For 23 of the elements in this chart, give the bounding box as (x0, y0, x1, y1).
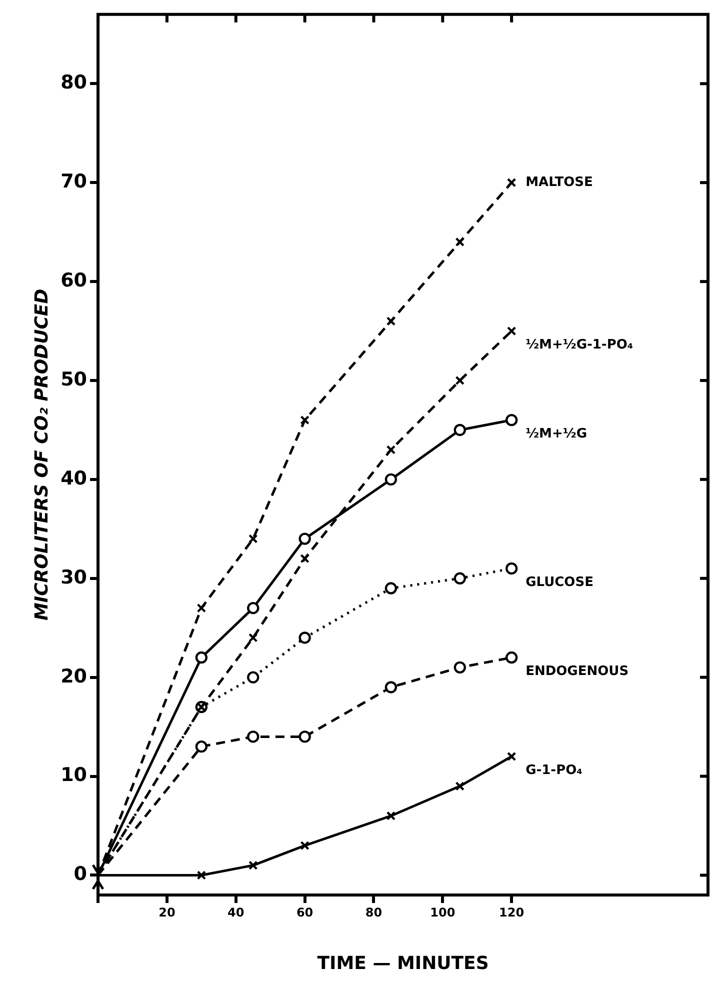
x-tick-label: 20 (158, 905, 176, 920)
y-tick-label: 40 (60, 467, 88, 490)
y-axis-title: MICROLITERS OF CO₂ PRODUCED (31, 288, 52, 621)
y-tick-label: 10 (60, 764, 88, 786)
y-tick-label: 20 (60, 665, 88, 688)
y-tick-label: 80 (60, 72, 88, 94)
x-tick-label: 100 (430, 905, 456, 920)
x-tick-label: 120 (499, 905, 524, 920)
y-tick-label: 30 (60, 566, 88, 588)
x-tick-label: 60 (296, 905, 314, 920)
x-axis-title: TIME — MINUTES (317, 952, 489, 974)
series-label: ENDOGENOUS (526, 664, 629, 679)
y-tick-label: 0 (74, 863, 88, 886)
x-tick-label: 80 (365, 905, 382, 920)
y-tick-label: 60 (60, 269, 88, 292)
series-label: G-1-PO₄ (526, 762, 583, 778)
series-label: GLUCOSE (526, 574, 594, 590)
series-label: MALTOSE (526, 174, 593, 190)
series-label: ½M+½G (526, 426, 587, 442)
series-label: ½M+½G-1-PO₄ (526, 337, 634, 352)
y-tick-label: 70 (60, 170, 88, 193)
y-tick-label: 50 (60, 368, 88, 390)
x-tick-label: 40 (228, 905, 244, 920)
